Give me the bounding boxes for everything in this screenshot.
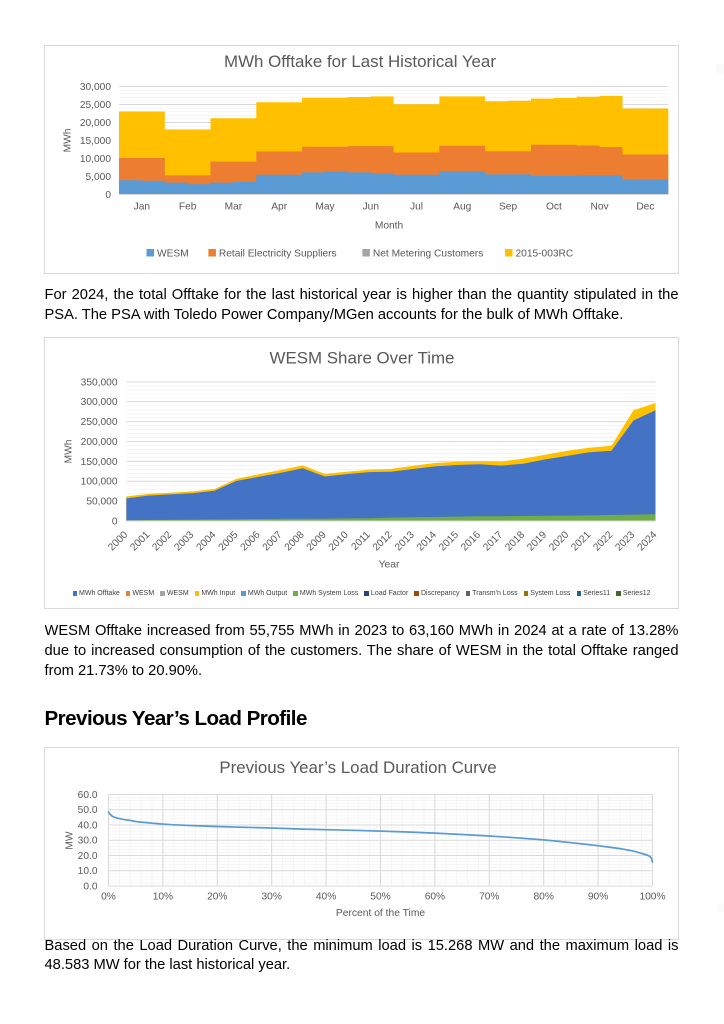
- svg-text:10%: 10%: [153, 892, 173, 903]
- svg-text:Apr: Apr: [271, 201, 287, 212]
- svg-text:2006: 2006: [239, 529, 263, 553]
- svg-text:2019: 2019: [525, 529, 549, 553]
- svg-text:2015-003RC: 2015-003RC: [516, 249, 574, 260]
- svg-text:20,000: 20,000: [80, 118, 111, 129]
- svg-text:60.0: 60.0: [78, 790, 98, 801]
- svg-text:15,000: 15,000: [80, 136, 111, 147]
- svg-text:MWh Offtake for Last Historica: MWh Offtake for Last Historical Year: [224, 52, 496, 71]
- svg-text:MWh: MWh: [64, 440, 75, 464]
- svg-text:100,000: 100,000: [81, 477, 118, 488]
- svg-text:Sep: Sep: [499, 201, 517, 212]
- svg-text:0: 0: [105, 190, 111, 201]
- svg-text:2009: 2009: [305, 529, 329, 553]
- svg-text:Jan: Jan: [134, 201, 150, 212]
- svg-text:2005: 2005: [217, 529, 241, 553]
- svg-text:Oct: Oct: [546, 201, 562, 212]
- svg-text:Year: Year: [379, 560, 400, 571]
- svg-text:2004: 2004: [195, 529, 219, 553]
- svg-text:MW: MW: [65, 831, 76, 849]
- svg-text:2018: 2018: [503, 529, 527, 553]
- svg-text:70%: 70%: [479, 892, 499, 903]
- svg-text:20%: 20%: [207, 892, 227, 903]
- svg-text:300,000: 300,000: [81, 397, 118, 408]
- svg-text:350,000: 350,000: [81, 377, 118, 388]
- svg-text:80%: 80%: [534, 892, 554, 903]
- svg-text:2013: 2013: [393, 529, 417, 553]
- svg-text:2008: 2008: [283, 529, 307, 553]
- svg-text:Feb: Feb: [179, 201, 197, 212]
- svg-text:10.0: 10.0: [78, 866, 98, 877]
- svg-text:WESM Share Over Time: WESM Share Over Time: [270, 349, 455, 368]
- svg-text:2021: 2021: [569, 529, 593, 553]
- svg-text:Jul: Jul: [410, 201, 423, 212]
- svg-text:30%: 30%: [262, 892, 282, 903]
- svg-text:10,000: 10,000: [80, 154, 111, 165]
- svg-text:50%: 50%: [370, 892, 390, 903]
- svg-text:25,000: 25,000: [80, 100, 111, 111]
- svg-text:Net Metering Customers: Net Metering Customers: [373, 249, 483, 260]
- svg-text:5,000: 5,000: [86, 172, 112, 183]
- svg-text:2002: 2002: [151, 529, 175, 553]
- svg-text:2012: 2012: [371, 529, 395, 553]
- svg-text:0: 0: [112, 516, 118, 527]
- svg-text:40.0: 40.0: [78, 820, 98, 831]
- svg-text:2023: 2023: [614, 529, 638, 553]
- svg-text:Aug: Aug: [453, 201, 471, 212]
- svg-text:Nov: Nov: [591, 201, 610, 212]
- svg-text:2007: 2007: [261, 529, 285, 553]
- svg-text:2003: 2003: [173, 529, 197, 553]
- svg-text:0.0: 0.0: [83, 881, 97, 892]
- svg-text:50.0: 50.0: [78, 805, 98, 816]
- svg-text:May: May: [315, 201, 335, 212]
- svg-text:2024: 2024: [636, 529, 660, 553]
- svg-text:Previous Year’s Load Duration: Previous Year’s Load Duration Curve: [219, 758, 496, 777]
- svg-text:60%: 60%: [425, 892, 445, 903]
- svg-text:Percent of the Time: Percent of the Time: [336, 908, 426, 919]
- svg-text:Jun: Jun: [363, 201, 379, 212]
- svg-text:2011: 2011: [350, 529, 374, 553]
- svg-text:2015: 2015: [437, 529, 461, 553]
- svg-text:30,000: 30,000: [80, 82, 111, 93]
- svg-text:150,000: 150,000: [81, 457, 118, 468]
- svg-text:40%: 40%: [316, 892, 336, 903]
- svg-text:MWh: MWh: [63, 129, 74, 153]
- svg-text:2010: 2010: [327, 529, 351, 553]
- svg-text:2000: 2000: [106, 529, 130, 553]
- svg-text:2022: 2022: [592, 529, 616, 553]
- svg-text:90%: 90%: [588, 892, 608, 903]
- svg-text:250,000: 250,000: [81, 417, 118, 428]
- svg-text:WESM: WESM: [157, 249, 189, 260]
- svg-text:2017: 2017: [481, 529, 505, 553]
- svg-text:Dec: Dec: [636, 201, 654, 212]
- svg-text:100%: 100%: [639, 892, 665, 903]
- svg-text:2014: 2014: [415, 529, 439, 553]
- svg-text:200,000: 200,000: [81, 437, 118, 448]
- svg-text:0%: 0%: [101, 892, 116, 903]
- svg-text:Retail Electricity Suppliers: Retail Electricity Suppliers: [219, 249, 337, 260]
- svg-text:50,000: 50,000: [86, 497, 117, 508]
- svg-text:2020: 2020: [547, 529, 571, 553]
- svg-text:2016: 2016: [459, 529, 483, 553]
- svg-text:2001: 2001: [129, 529, 153, 553]
- svg-text:20.0: 20.0: [78, 851, 98, 862]
- svg-text:Mar: Mar: [225, 201, 243, 212]
- svg-text:Month: Month: [375, 221, 403, 232]
- svg-text:30.0: 30.0: [78, 836, 98, 847]
